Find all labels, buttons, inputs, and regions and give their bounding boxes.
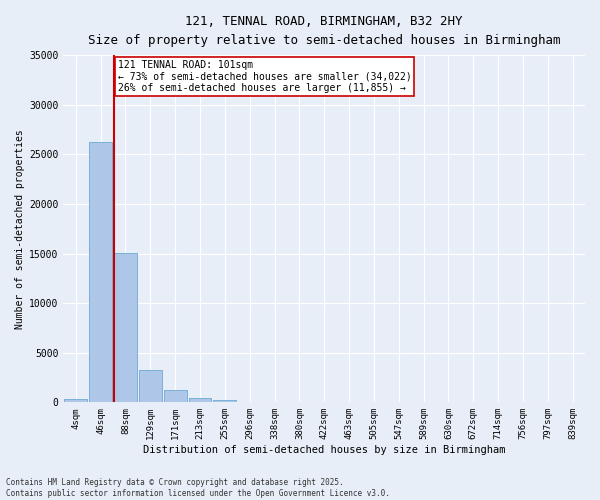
Y-axis label: Number of semi-detached properties: Number of semi-detached properties xyxy=(15,129,25,328)
Bar xyxy=(214,400,236,402)
Text: 121 TENNAL ROAD: 101sqm
← 73% of semi-detached houses are smaller (34,022)
26% o: 121 TENNAL ROAD: 101sqm ← 73% of semi-de… xyxy=(118,60,412,94)
Text: Contains HM Land Registry data © Crown copyright and database right 2025.
Contai: Contains HM Land Registry data © Crown c… xyxy=(6,478,390,498)
Bar xyxy=(114,252,137,402)
Bar xyxy=(139,370,162,402)
Bar xyxy=(164,390,187,402)
Title: 121, TENNAL ROAD, BIRMINGHAM, B32 2HY
Size of property relative to semi-detached: 121, TENNAL ROAD, BIRMINGHAM, B32 2HY Si… xyxy=(88,15,560,47)
Bar xyxy=(89,142,112,402)
X-axis label: Distribution of semi-detached houses by size in Birmingham: Distribution of semi-detached houses by … xyxy=(143,445,505,455)
Bar xyxy=(64,399,87,402)
Bar xyxy=(188,398,211,402)
